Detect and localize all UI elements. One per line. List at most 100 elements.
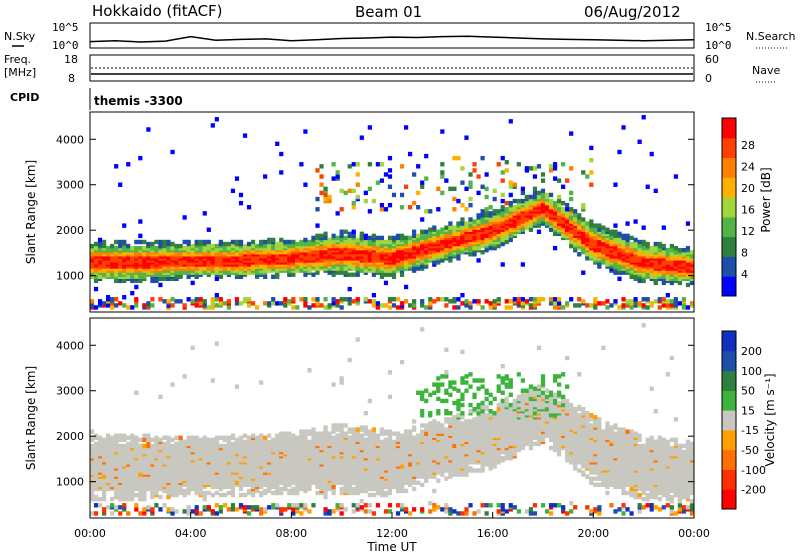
power-cell [480,305,485,310]
power-cell [569,207,574,212]
velocity-cell [154,435,159,440]
power-cell [649,151,654,157]
velocity-cell [263,441,268,447]
power-cell [629,274,634,279]
power-cell [166,239,171,245]
power-cell [496,162,501,167]
power-cell [677,301,683,306]
power-cell [440,129,445,134]
power-cell [295,241,300,247]
power-cell [460,202,465,208]
power-cell [645,297,650,302]
power-cell [375,162,381,167]
noise-panel-frame [89,22,695,49]
power-cell [387,239,393,245]
power-cell [685,221,691,226]
velocity-cell [126,511,131,516]
power-cell [460,217,465,222]
velocity-cell [118,511,123,516]
velocity-cell [206,437,211,443]
velocity-cell [242,443,248,449]
power-cell [323,192,328,198]
power-cell [134,297,139,302]
velocity-cell [347,435,352,440]
power-cell [323,196,328,202]
power-cell [367,235,372,241]
power-cell [170,245,175,251]
power-cell [343,235,348,241]
velocity-cell [142,433,147,438]
power-cell [508,207,513,212]
power-cell [335,299,340,304]
power-cell [371,303,376,308]
velocity-cell [271,490,276,496]
power-cell [577,252,582,257]
power-cell [516,202,521,208]
power-cell [448,299,453,304]
velocity-cell [291,437,296,443]
velocity-cell [214,490,219,496]
power-cell [464,186,469,192]
power-cell [589,219,594,224]
power-cell [536,164,542,169]
power-cell [283,303,288,308]
power-cell [339,229,344,234]
velocity-cell [279,437,284,443]
power-cell [311,297,316,302]
power-cell [440,162,445,167]
velocity-cell [323,511,328,516]
power-cell [661,225,666,230]
power-cell [347,164,352,169]
power-cell [182,303,187,308]
power-cell [355,194,360,200]
power-cell [412,172,417,177]
power-cell [569,297,574,302]
power-cell [565,202,570,208]
power-cell [194,297,199,302]
power-cell [557,301,562,306]
power-cell [134,303,139,308]
velocity-cell [174,488,179,494]
power-cell [577,297,582,302]
power-cell [581,217,586,222]
power-cell [242,297,248,302]
power-cell [468,180,473,185]
velocity-cell [93,441,99,447]
power-cell [565,178,570,183]
power-cell [319,303,324,308]
power-cell [146,241,151,247]
power-cell [532,194,538,200]
velocity-cell [343,423,348,428]
power-cell [665,247,670,253]
velocity-cell [222,503,227,508]
power-cell [613,299,618,304]
power-cell [375,239,381,245]
power-cell [436,229,441,234]
power-cell [408,205,413,210]
velocity-cell [158,507,163,512]
velocity-cell [122,433,127,438]
velocity-cell [93,494,99,500]
velocity-cell [307,439,312,445]
velocity-cell [110,435,115,440]
power-cell [653,245,658,251]
velocity-cell [287,435,292,440]
velocity-cell [279,507,284,512]
velocity-cell [238,441,244,447]
power-cell [528,194,534,200]
power-cell [275,141,280,147]
power-cell [476,299,481,304]
freq-panel-frame [89,54,695,82]
power-cell [508,192,513,198]
velocity-cell [130,439,135,445]
power-cell [496,297,501,302]
power-cell [561,305,566,310]
velocity-cell [206,505,211,510]
power-cell [138,233,143,239]
power-cell [126,243,131,249]
velocity-cell [198,511,203,516]
velocity-cell [299,511,304,516]
velocity-cell [186,441,191,447]
power-cell [287,299,292,304]
freq-tick-top: 18 [64,53,78,66]
